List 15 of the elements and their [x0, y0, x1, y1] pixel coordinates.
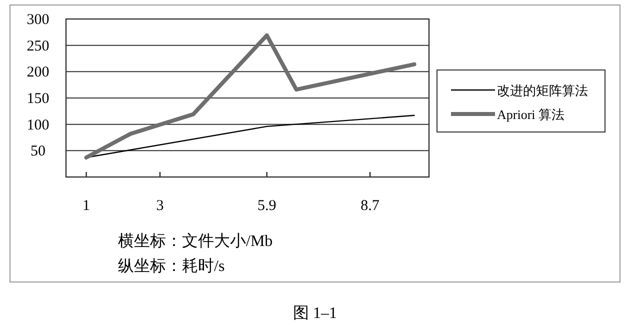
legend-label: 改进的矩阵算法	[497, 83, 588, 98]
text: 纵坐标：耗时/s	[118, 257, 225, 275]
y-tick-label: 50	[30, 144, 46, 160]
y-tick-label: 100	[26, 117, 50, 134]
text: 横坐标：文件大小/Mb	[118, 232, 273, 250]
y-tick-label: 250	[26, 38, 50, 54]
legend-label: Apriori 算法	[497, 107, 565, 122]
x-tick-label: 3	[156, 198, 164, 214]
y-tick-label: 150	[26, 91, 50, 107]
x-tick-label: 1	[82, 198, 90, 214]
x-tick-label: 5.9	[257, 198, 276, 214]
caption: 图 1–1	[293, 305, 337, 322]
y-tick-label: 200	[26, 64, 50, 81]
x-tick-label: 8.7	[360, 198, 380, 214]
y-tick-label: 300	[26, 12, 50, 28]
